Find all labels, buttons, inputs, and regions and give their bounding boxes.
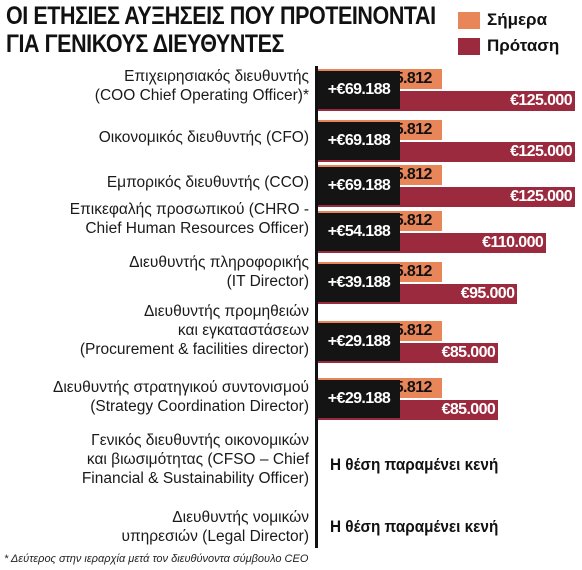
legend-label-proposal: Πρόταση <box>487 36 560 55</box>
row-label-line: Οικονομικός διευθυντής (CFO) <box>98 129 309 146</box>
row-label: Διευθυντής πληροφορικής (IT Director) <box>0 253 309 291</box>
row-label: Επιχειρησιακός διευθυντής (COO Chief Oper… <box>0 67 309 105</box>
chart-title: ΟΙ ΕΤΗΣΙΕΣ ΑΥΞΗΣΕΙΣ ΠΟΥ ΠΡΟΤΕΙΝΟΝΤΑΙ ΓΙΑ… <box>6 2 436 58</box>
bar-proposal-value-label: €85.000 <box>441 344 496 361</box>
legend-item-today: Σήμερα <box>458 8 559 32</box>
legend-item-proposal: Πρόταση <box>458 34 559 58</box>
row-label-line: Chief Human Resources Officer) <box>85 220 309 237</box>
legend-swatch-today <box>458 11 480 29</box>
increase-value-label: +€69.188 <box>318 122 400 160</box>
chart-title-line-2: ΓΙΑ ΓΕΝΙΚΟΥΣ ΔΙΕΥΘΥΝΤΕΣ <box>6 30 285 58</box>
legend-label-today: Σήμερα <box>487 10 548 29</box>
row-label-line: Επικεφαλής προσωπικού (CHRO - <box>69 201 309 218</box>
increase-value-label: +€54.188 <box>318 213 400 251</box>
bar-proposal-value-label: €125.000 <box>510 143 573 160</box>
row-label-line: και εγκαταστάσεων <box>177 322 309 339</box>
vacant-position-text: Η θέση παραμένει κενή <box>330 517 499 536</box>
increase-value-label: +€29.188 <box>318 323 400 361</box>
row-label: Διευθυντής νομικών υπηρεσιών (Legal Direc… <box>0 508 310 546</box>
row-label-line: Διευθυντής πληροφορικής <box>129 254 309 271</box>
row-label-line: Financial & Sustainability Officer) <box>81 470 309 487</box>
footnote: * Δεύτερος στην ιεραρχία μετά τον διευθύ… <box>4 553 309 565</box>
row-label-line: (Procurement & facilities director) <box>79 341 309 358</box>
row-label-line: και βιωσιμότητας (CFSO – Chief <box>86 451 309 468</box>
row-label-line: υπηρεσιών (Legal Director) <box>121 528 310 545</box>
vacant-position-text: Η θέση παραμένει κενή <box>330 455 499 474</box>
bar-proposal-value-label: €125.000 <box>510 92 573 109</box>
row-label: Διευθυντής προμηθειών και εγκαταστάσεων (P… <box>0 302 309 359</box>
row-label: Γενικός διευθυντής οικονομικών και βιωσιμ… <box>0 431 309 488</box>
row-label-line: Εμπορικός διευθυντής (CCO) <box>106 174 309 191</box>
increase-value-label: +€69.188 <box>318 71 400 109</box>
bar-proposal-value-label: €110.000 <box>482 234 544 251</box>
bar-proposal-value-label: €125.000 <box>510 188 573 205</box>
increase-value-label: +€29.188 <box>318 380 400 418</box>
row-label-line: (IT Director) <box>226 273 309 290</box>
row-label-line: Διευθυντής στρατηγικού συντονισμού <box>52 379 309 396</box>
row-label-line: Διευθυντής νομικών <box>172 509 309 526</box>
legend: Σήμερα Πρόταση <box>458 8 559 60</box>
legend-swatch-proposal <box>458 37 480 55</box>
row-label: Εμπορικός διευθυντής (CCO) <box>0 173 309 192</box>
increase-value-label: +€39.188 <box>318 264 400 302</box>
row-label: Επικεφαλής προσωπικού (CHRO - Chief Human… <box>0 200 309 238</box>
chart-title-line-1: ΟΙ ΕΤΗΣΙΕΣ ΑΥΞΗΣΕΙΣ ΠΟΥ ΠΡΟΤΕΙΝΟΝΤΑΙ <box>6 2 436 30</box>
chart-axis-line <box>315 66 318 548</box>
bar-proposal-value-label: €95.000 <box>460 285 515 302</box>
bar-proposal-value-label: €85.000 <box>441 401 496 418</box>
row-label-line: (Strategy Coordination Director) <box>90 398 309 415</box>
row-label-line: Γενικός διευθυντής οικονομικών <box>91 432 309 449</box>
row-label: Διευθυντής στρατηγικού συντονισμού (Strat… <box>0 378 309 416</box>
row-label-line: Επιχειρησιακός διευθυντής <box>124 68 309 85</box>
row-label-line: Διευθυντής προμηθειών <box>143 303 309 320</box>
row-label-line: (COO Chief Operating Officer)* <box>94 87 309 104</box>
row-label: Οικονομικός διευθυντής (CFO) <box>0 128 309 147</box>
increase-value-label: +€69.188 <box>318 167 400 205</box>
